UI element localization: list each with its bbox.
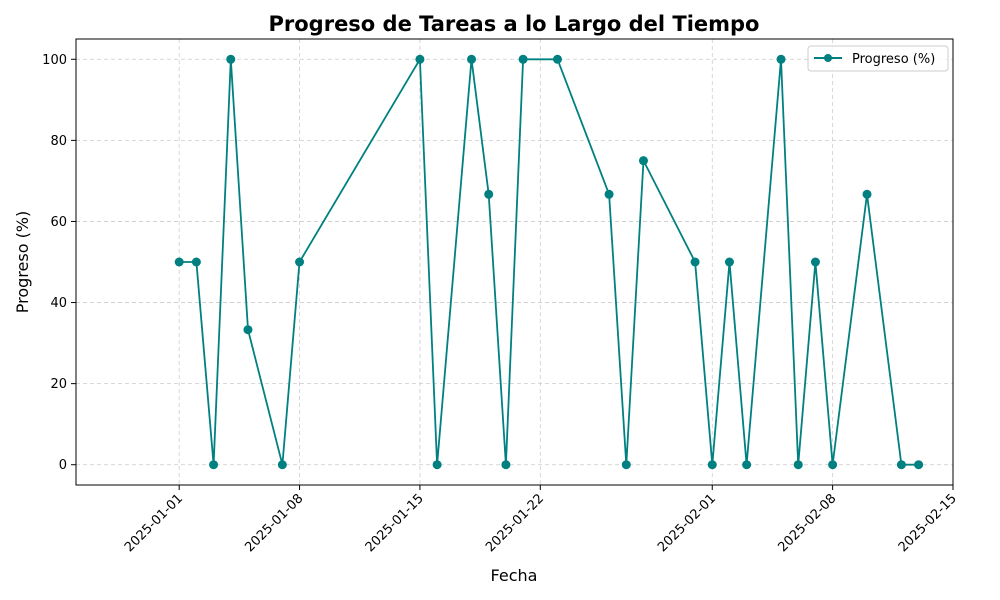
data-point	[484, 189, 494, 199]
data-point	[621, 460, 631, 470]
data-point	[518, 54, 528, 64]
data-point	[226, 54, 236, 64]
data-point	[467, 54, 477, 64]
data-point	[552, 54, 562, 64]
legend-marker	[824, 54, 832, 62]
data-point	[914, 460, 924, 470]
data-point	[604, 189, 614, 199]
data-point	[191, 257, 201, 267]
data-point	[707, 460, 717, 470]
x-tick-label: 2025-02-08	[775, 491, 839, 555]
data-point	[295, 257, 305, 267]
y-tick-label: 40	[50, 296, 67, 311]
x-tick-label: 2025-01-08	[242, 491, 306, 555]
y-tick-label: 80	[50, 134, 67, 149]
data-point	[724, 257, 734, 267]
y-tick-label: 0	[59, 458, 67, 473]
data-point	[810, 257, 820, 267]
x-tick-label: 2025-01-22	[483, 491, 547, 555]
data-point	[638, 156, 648, 166]
data-point	[896, 460, 906, 470]
y-tick-label: 20	[50, 377, 67, 392]
data-point	[776, 54, 786, 64]
data-point	[277, 460, 287, 470]
data-point	[862, 189, 872, 199]
y-axis: 0 20 40 60 80 100	[42, 53, 76, 473]
plot-frame	[75, 38, 954, 486]
legend-box	[807, 45, 949, 72]
data-point	[243, 325, 253, 335]
data-point	[432, 460, 442, 470]
data-point	[828, 460, 838, 470]
y-axis-label: Progreso (%)	[13, 211, 32, 314]
legend-label: Progreso (%)	[852, 52, 935, 67]
data-point	[501, 460, 511, 470]
x-axis-label: Fecha	[491, 566, 538, 585]
y-gridlines	[76, 58, 953, 466]
y-tick-label: 100	[42, 53, 67, 68]
x-tick-label: 2025-01-01	[122, 491, 186, 555]
data-point	[742, 460, 752, 470]
y-tick-label: 60	[50, 215, 67, 230]
data-point	[415, 54, 425, 64]
legend: Progreso (%)	[807, 45, 949, 72]
data-point	[690, 257, 700, 267]
x-tick-label: 2025-02-01	[655, 491, 719, 555]
series-line	[179, 58, 919, 466]
data-point	[174, 257, 184, 267]
x-axis: 2025-01-01 2025-01-08 2025-01-15 2025-01-22…	[122, 485, 960, 555]
chart-title: Progreso de Tareas a lo Largo del Tiempo	[269, 12, 760, 36]
data-point	[209, 460, 219, 470]
x-tick-label: 2025-01-15	[363, 491, 427, 555]
data-point	[793, 460, 803, 470]
series-layer	[174, 54, 924, 470]
x-tick-label: 2025-02-15	[896, 491, 960, 555]
